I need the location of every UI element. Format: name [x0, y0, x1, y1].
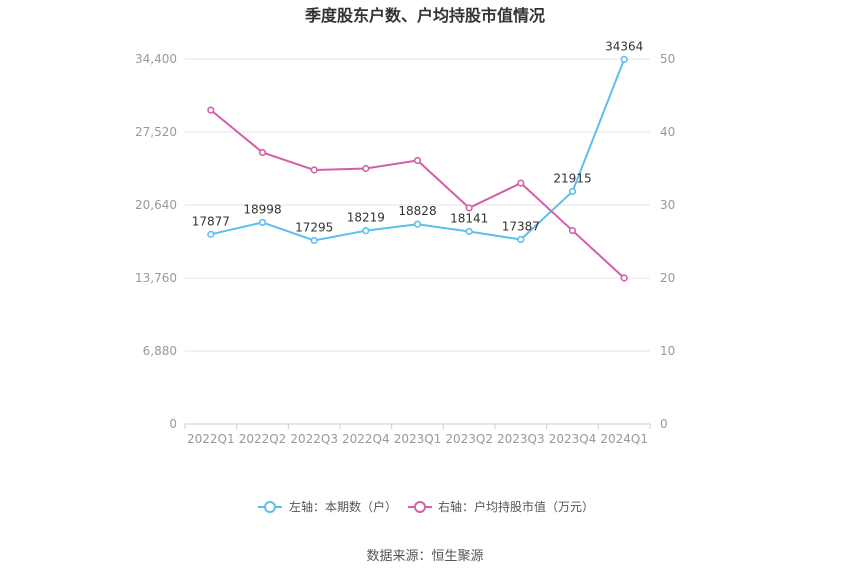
- households-point: [517, 235, 525, 244]
- left-axis-tick-label: 6,880: [143, 344, 177, 358]
- avg-value-point: [465, 204, 473, 212]
- x-axis-tick-label: 2023Q1: [394, 432, 442, 446]
- households-data-label: 34364: [605, 39, 643, 53]
- households-data-label: 18828: [398, 204, 436, 218]
- households-data-label: 18141: [450, 212, 488, 226]
- households-data-label: 17877: [192, 214, 230, 228]
- x-axis-tick-label: 2022Q2: [239, 432, 287, 446]
- avg-value-point: [258, 148, 267, 157]
- legend-avg-value-marker: [414, 501, 426, 513]
- households-point: [258, 218, 267, 227]
- label-layer: 17877 18998 17295 18219 18828 18141 17387 21915…: [192, 39, 644, 234]
- households-data-label: 18998: [243, 202, 281, 216]
- left-axis-tick-label: 27,520: [135, 125, 177, 139]
- avg-value-line: [210, 109, 625, 279]
- households-point: [362, 227, 370, 235]
- avg-value-point: [620, 274, 628, 282]
- households-point: [207, 230, 215, 238]
- data-source: 数据来源：恒生聚源: [366, 549, 484, 564]
- households-data-label: 17295: [295, 220, 333, 234]
- x-axis-tick-label: 2022Q4: [342, 432, 390, 446]
- legend: 左轴：本期数（户） 右轴：户均持股市值（万元）: [258, 499, 594, 514]
- right-axis-tick-label: 0: [660, 417, 668, 431]
- households-data-label: 18219: [347, 211, 385, 225]
- households-point: [465, 227, 473, 236]
- households-data-label: 17387: [502, 220, 540, 234]
- chart-title: 季度股东户数、户均持股市值情况: [304, 6, 545, 25]
- grid-layer: [185, 58, 650, 425]
- series-layer: [207, 55, 628, 282]
- legend-households-label: 左轴：本期数（户）: [289, 499, 397, 514]
- right-axis-tick-label: 20: [660, 271, 675, 285]
- right-axis-tick-label: 10: [660, 344, 675, 358]
- left-axis-tick-label: 13,760: [135, 271, 177, 285]
- avg-value-point: [310, 166, 318, 174]
- x-axis-tick-label: 2023Q4: [549, 432, 597, 446]
- x-axis-tick-label: 2023Q2: [445, 432, 493, 446]
- households-point: [568, 187, 577, 196]
- right-axis-tick-label: 30: [660, 198, 675, 212]
- avg-value-point: [362, 164, 370, 173]
- households-data-label: 21915: [553, 171, 591, 185]
- avg-value-point: [517, 179, 525, 187]
- legend-households-marker: [264, 501, 276, 513]
- legend-avg-value-label: 右轴：户均持股市值（万元）: [438, 499, 594, 514]
- avg-value-point: [207, 106, 215, 114]
- x-axis-tick-label: 2023Q3: [497, 432, 545, 446]
- households-point: [310, 236, 318, 245]
- right-axis-tick-label: 50: [660, 52, 675, 66]
- left-axis-tick-label: 20,640: [135, 198, 177, 212]
- x-axis-tick-label: 2022Q3: [290, 432, 338, 446]
- left-axis-tick-label: 34,400: [135, 52, 177, 66]
- households-point: [413, 220, 422, 228]
- x-axis-tick-label: 2024Q1: [600, 432, 648, 446]
- households-point: [620, 55, 628, 63]
- legend-item-households[interactable]: 左轴：本期数（户）: [258, 499, 397, 514]
- x-axis-tick-label: 2022Q1: [187, 432, 235, 446]
- legend-item-avg-value[interactable]: 右轴：户均持股市值（万元）: [408, 499, 594, 514]
- left-axis-tick-label: 0: [169, 417, 177, 431]
- right-axis-tick-label: 40: [660, 125, 675, 139]
- axis-layer: 0 0 6,880 10 13,760 20 20,640 30 27,520 40 34,400 5…: [135, 52, 675, 446]
- avg-value-point: [568, 226, 577, 235]
- avg-value-point: [413, 156, 422, 165]
